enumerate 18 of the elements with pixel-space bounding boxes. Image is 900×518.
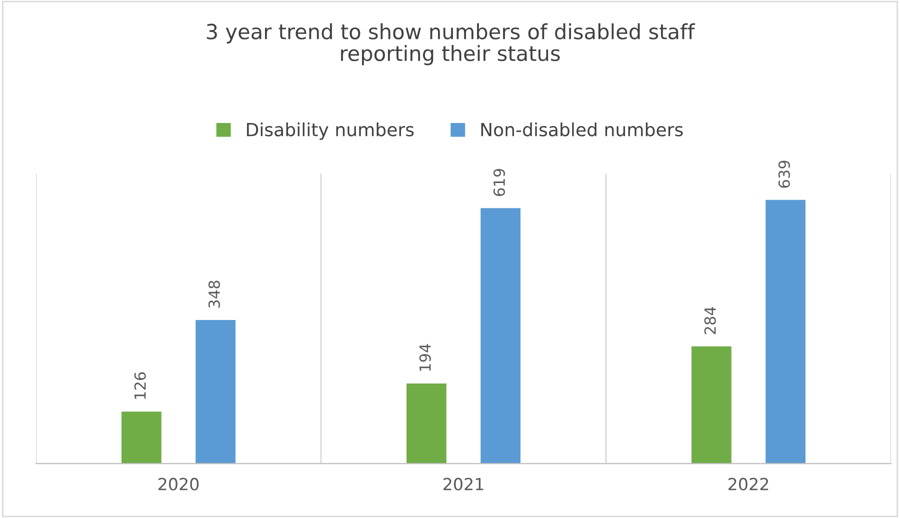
data-label: 284 [704,306,716,334]
x-tick-label: 2022 [728,478,768,490]
data-label: 126 [134,372,146,399]
data-label: 639 [778,160,790,188]
x-tick-label: 2021 [444,478,484,490]
bar [196,320,236,464]
x-tick-label: 2020 [158,478,199,490]
bar [692,346,732,464]
bar [480,208,520,464]
data-label: 194 [419,344,431,371]
bar [406,384,446,464]
chart-title: 3 year trend to show numbers of disabled staff reporting their status [206,23,696,66]
data-label: 348 [208,280,220,308]
bar [122,412,162,464]
legend-label: Disability numbers [247,122,414,140]
bar [766,200,806,464]
data-label: 619 [493,168,505,196]
legend-label: Non-disabled numbers [481,122,683,136]
